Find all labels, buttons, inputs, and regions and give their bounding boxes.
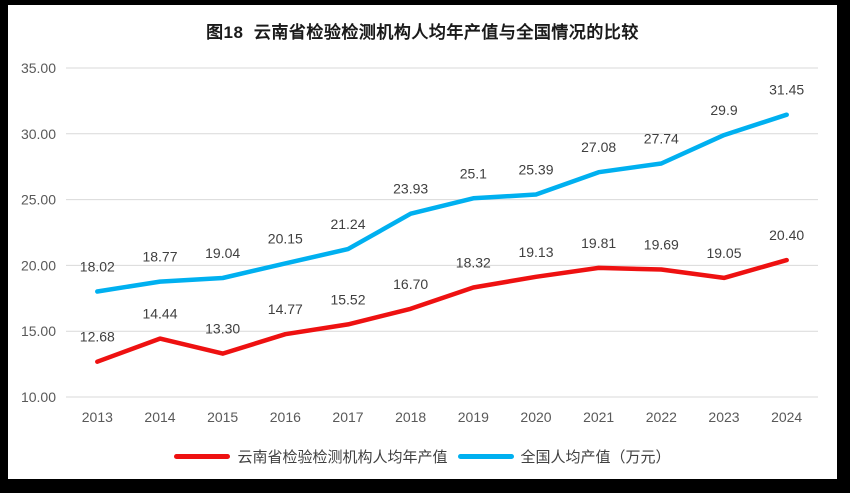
data-label: 12.68 [80,329,115,345]
y-tick-label: 35.00 [21,60,56,76]
y-tick-label: 15.00 [21,323,56,339]
data-label: 19.04 [205,245,240,261]
data-label: 13.30 [205,321,240,337]
data-label: 18.77 [142,249,177,265]
y-tick-label: 10.00 [21,389,56,405]
x-tick-label: 2015 [207,409,238,425]
x-tick-label: 2023 [708,409,739,425]
data-label: 15.52 [330,291,365,307]
x-tick-label: 2018 [395,409,426,425]
x-tick-label: 2019 [458,409,489,425]
data-label: 18.32 [456,255,491,271]
x-tick-label: 2020 [520,409,551,425]
legend-swatch-0 [174,454,231,459]
data-label: 20.40 [769,227,804,243]
data-label: 19.81 [581,235,616,251]
data-label: 25.39 [518,161,553,177]
data-label: 27.08 [581,139,616,155]
x-tick-label: 2024 [771,409,802,425]
plot-area: 10.00 15.00 20.00 25.00 30.00 35.00 2013 2014 20… [21,60,818,425]
data-label: 16.70 [393,276,428,292]
x-tick-label: 2017 [332,409,363,425]
legend-swatch-1 [457,454,514,459]
legend-item-0: 云南省检验检测机构人均年产值 [174,446,448,467]
series-line-0 [95,257,789,364]
data-label: 18.02 [80,258,115,274]
data-label: 21.24 [330,216,365,232]
data-label: 14.77 [268,301,303,317]
chart-title: 图18 云南省检验检测机构人均年产值与全国情况的比较 [206,23,639,42]
legend: 云南省检验检测机构人均年产值 全国人均产值（万元） [8,446,837,467]
legend-label-1: 全国人均产值（万元） [520,449,671,466]
x-tick-label: 2013 [82,409,113,425]
y-tick-label: 25.00 [21,192,56,208]
x-tick-label: 2021 [583,409,614,425]
data-label: 19.13 [518,244,553,260]
data-label: 29.9 [710,102,737,118]
x-tick-label: 2014 [144,409,175,425]
chart-panel: 10.00 15.00 20.00 25.00 30.00 35.00 2013 2014 20… [8,5,837,479]
data-label: 19.05 [706,245,741,261]
data-label: 23.93 [393,181,428,197]
data-label: 27.74 [644,131,679,147]
legend-label-0: 云南省检验检测机构人均年产值 [237,449,448,466]
y-tick-label: 20.00 [21,257,56,273]
data-label: 31.45 [769,82,804,98]
legend-item-1: 全国人均产值（万元） [457,446,671,467]
x-tick-label: 2022 [646,409,677,425]
y-tick-label: 30.00 [21,126,56,142]
data-label: 19.69 [644,236,679,252]
data-label: 20.15 [268,230,303,246]
series-line-1 [95,112,789,294]
data-label: 25.1 [460,165,487,181]
x-tick-label: 2016 [270,409,301,425]
data-label: 14.44 [142,306,177,322]
